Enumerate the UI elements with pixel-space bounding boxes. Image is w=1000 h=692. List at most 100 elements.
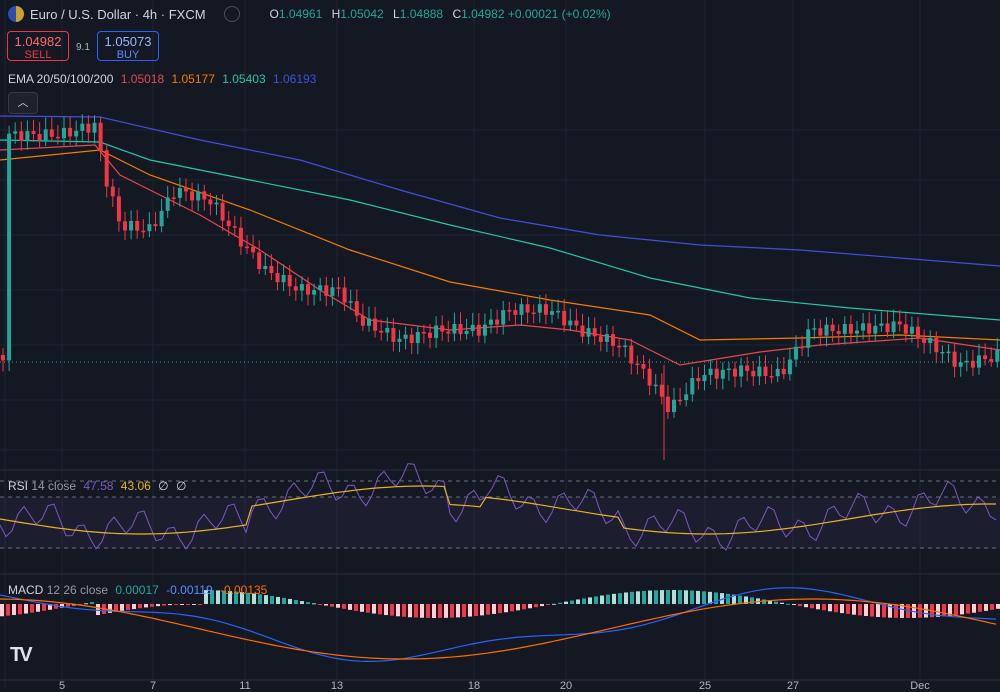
macd-histogram-bar	[294, 600, 298, 604]
macd-histogram-bar	[282, 597, 286, 604]
candle-body	[519, 304, 524, 315]
candle-body	[367, 318, 371, 326]
macd-histogram-bar	[240, 592, 244, 604]
candle-body	[769, 376, 774, 378]
candle-body	[238, 227, 243, 247]
macd-histogram-bar	[360, 604, 364, 612]
candle-body	[80, 123, 85, 131]
macd-histogram-bar	[18, 604, 22, 615]
x-axis-label: 7	[149, 680, 157, 692]
candle-body	[275, 272, 280, 283]
candle-body	[647, 368, 652, 386]
buy-button[interactable]: 1.05073 BUY	[97, 31, 159, 61]
macd-params: 12 26 close	[46, 583, 109, 597]
macd-histogram-bar	[180, 604, 184, 605]
candle-body	[629, 345, 634, 364]
macd-histogram-bar	[762, 599, 766, 604]
candle-body	[922, 338, 927, 344]
macd-histogram-bar	[330, 604, 334, 607]
macd-histogram-bar	[246, 592, 250, 604]
candle-body	[909, 326, 914, 334]
candle-body	[787, 359, 792, 375]
x-axis-label: 13	[330, 680, 344, 692]
tradingview-logo[interactable]: TV	[10, 644, 32, 666]
spread-value: 9.1	[76, 42, 90, 53]
candle-body	[177, 188, 182, 198]
candle-body	[190, 191, 195, 201]
macd-histogram-bar	[714, 592, 718, 604]
macd-histogram-bar	[708, 591, 712, 604]
macd-histogram-bar	[462, 604, 466, 617]
macd-histogram-bar	[828, 604, 832, 612]
candle-body	[678, 399, 683, 402]
macd-histogram-bar	[870, 604, 874, 617]
candle-body	[641, 363, 646, 369]
macd-histogram-bar	[636, 591, 640, 604]
candle-body	[360, 315, 365, 326]
macd-histogram-bar	[606, 594, 610, 604]
macd-histogram-bar	[216, 590, 220, 604]
macd-histogram-bar	[114, 604, 118, 612]
candle-body	[495, 319, 500, 325]
macd-histogram-bar	[228, 591, 232, 604]
macd-histogram-bar	[288, 598, 292, 604]
candle-body	[867, 323, 872, 334]
candle-body	[873, 325, 878, 334]
macd-histogram-bar	[528, 604, 532, 609]
macd-histogram-bar	[54, 604, 58, 609]
rsi-na-2: ∅	[175, 479, 187, 493]
candle-body	[690, 378, 695, 395]
macd-histogram-bar	[156, 604, 160, 607]
macd-histogram-bar	[42, 604, 46, 611]
ema-legend[interactable]: EMA 20/50/100/200 1.05018 1.05177 1.0540…	[8, 72, 316, 86]
candle-body	[7, 133, 12, 361]
symbol-title[interactable]: Euro / U.S. Dollar · 4h · FXCM	[30, 6, 206, 22]
macd-histogram-bar	[654, 590, 658, 604]
rsi-value: 47.58	[83, 479, 114, 493]
macd-histogram-bar	[408, 604, 412, 618]
macd-histogram-bar	[132, 604, 136, 610]
candle-body	[43, 129, 48, 141]
candle-body	[312, 290, 317, 295]
macd-histogram-bar	[858, 604, 862, 616]
macd-histogram-bar	[198, 604, 202, 605]
rsi-legend[interactable]: RSI 14 close 47.58 43.06 ∅ ∅	[8, 479, 186, 493]
candle-body	[330, 287, 335, 296]
candle-body	[214, 202, 219, 205]
candle-body	[501, 310, 506, 325]
candle-body	[598, 336, 603, 342]
candle-body	[263, 265, 268, 270]
x-axis-label: Dec	[910, 680, 930, 692]
candle-body	[428, 332, 432, 338]
candle-body	[763, 366, 768, 377]
candle-body	[336, 287, 341, 289]
macd-histogram-bar	[324, 604, 328, 606]
macd-histogram-bar	[750, 597, 754, 604]
sell-button[interactable]: 1.04982 SELL	[7, 31, 69, 61]
candle-body	[537, 304, 542, 313]
macd-histogram-bar	[516, 604, 520, 611]
macd-signal-value: -0.00135	[219, 583, 268, 597]
macd-histogram-bar	[30, 604, 34, 613]
macd-histogram-bar	[258, 594, 262, 604]
candle-body	[440, 325, 445, 332]
macd-histogram-bar	[672, 590, 676, 604]
x-axis-label: 11	[239, 680, 251, 692]
chevron-up-icon[interactable]: ︿	[8, 92, 38, 114]
candle-body	[708, 368, 713, 375]
macd-histogram-bar	[270, 595, 274, 604]
candle-body	[196, 191, 201, 201]
market-status-icon[interactable]	[223, 6, 240, 22]
candle-body	[476, 324, 481, 336]
macd-histogram-bar	[912, 604, 916, 618]
macd-histogram-bar	[84, 603, 88, 605]
candle-body	[470, 324, 475, 331]
macd-legend[interactable]: MACD 12 26 close 0.00017 -0.00119 -0.001…	[8, 583, 267, 597]
macd-histogram-bar	[978, 604, 982, 612]
candle-body	[928, 337, 933, 344]
candle-body	[92, 122, 97, 133]
x-axis-label: 27	[786, 680, 800, 692]
candle-body	[714, 368, 719, 379]
macd-histogram-bar	[900, 604, 904, 618]
